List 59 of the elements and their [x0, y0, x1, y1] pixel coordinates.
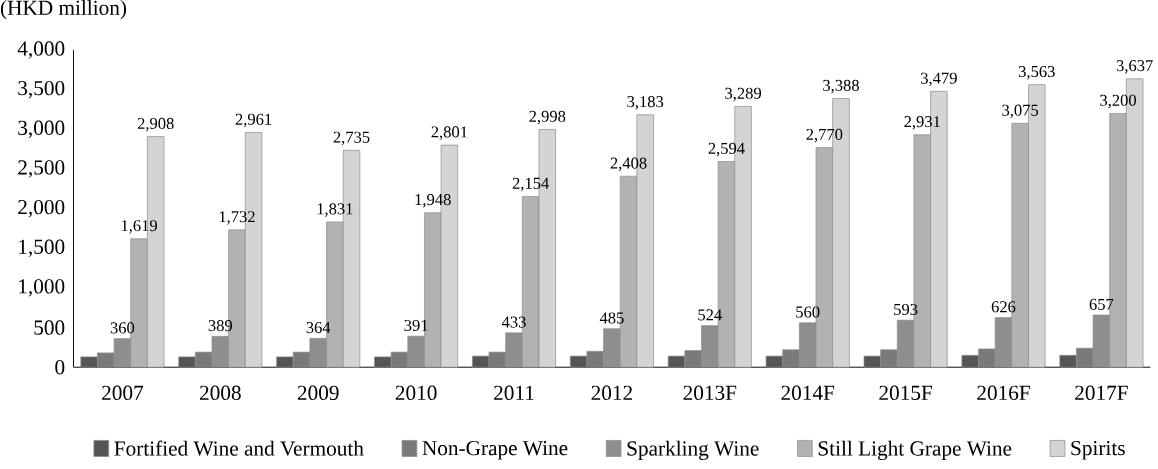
data-label: 3,289 — [725, 87, 762, 102]
data-label: 2,594 — [708, 143, 745, 157]
y-tick-label: 2,000 — [18, 200, 65, 218]
data-label: 433 — [501, 316, 526, 328]
legend-label: Still Light Grape Wine — [818, 440, 1012, 461]
data-label: 389 — [208, 320, 233, 332]
legend-label: Sparkling Wine — [627, 440, 759, 461]
data-label: 2,154 — [512, 177, 549, 192]
data-label: 391 — [404, 320, 428, 332]
y-tick-label: 2,500 — [18, 160, 65, 178]
x-tick-label: 2015F — [879, 385, 932, 401]
x-tick-label: 2012 — [591, 385, 632, 401]
x-tick-label: 2016F — [977, 385, 1030, 401]
data-label: 3,200 — [1100, 94, 1137, 109]
data-label: 2,770 — [806, 129, 843, 143]
data-label: 3,637 — [1116, 60, 1153, 74]
y-tick-label: 3,000 — [18, 120, 65, 139]
legend-label: Spirits — [1071, 441, 1125, 460]
x-tick-label: 2011 — [494, 385, 534, 401]
data-label: 2,908 — [137, 118, 174, 132]
data-label: 364 — [306, 322, 331, 334]
data-label: 3,183 — [627, 96, 664, 110]
data-label: 2,735 — [333, 131, 370, 146]
data-label: 1,619 — [121, 220, 157, 234]
data-label: 3,388 — [823, 80, 859, 94]
data-label: 524 — [698, 309, 722, 321]
data-label: 2,998 — [529, 110, 566, 125]
y-tick-label: 1,000 — [19, 279, 65, 297]
data-label: 626 — [991, 301, 1016, 313]
data-label: 1,732 — [219, 211, 255, 225]
data-label: 485 — [599, 312, 624, 324]
data-label: 560 — [796, 306, 820, 318]
x-tick-label: 2014F — [781, 385, 835, 401]
y-axis-title: (HKD million) — [0, 0, 127, 20]
legend-label: Non-Grape Wine — [422, 441, 568, 460]
data-label: 2,931 — [904, 116, 940, 130]
data-label: 3,075 — [1002, 104, 1039, 119]
data-label: 3,563 — [1018, 66, 1055, 80]
data-label: 2,961 — [235, 113, 272, 128]
x-tick-label: 2007 — [102, 385, 144, 401]
data-label: 1,831 — [317, 203, 353, 218]
data-label: 593 — [894, 304, 918, 316]
legend-label: Fortified Wine and Vermouth — [114, 440, 364, 457]
x-tick-label: 2017F — [1075, 385, 1128, 401]
x-tick-label: 2010 — [395, 385, 437, 401]
y-tick-label: 4,000 — [17, 41, 65, 59]
y-tick-label: 1,500 — [19, 239, 65, 258]
y-tick-label: 3,500 — [18, 81, 65, 99]
x-tick-label: 2013F — [683, 385, 737, 401]
data-label: 360 — [110, 322, 135, 334]
data-label: 2,801 — [431, 126, 467, 141]
data-label: 3,479 — [921, 72, 957, 87]
y-tick-label: 0 — [55, 360, 65, 375]
data-label: 657 — [1089, 299, 1114, 311]
y-tick-label: 500 — [34, 320, 65, 335]
x-tick-label: 2009 — [297, 385, 339, 401]
data-label: 1,948 — [415, 194, 451, 208]
data-label: 2,408 — [610, 157, 647, 172]
x-tick-label: 2008 — [199, 385, 241, 401]
